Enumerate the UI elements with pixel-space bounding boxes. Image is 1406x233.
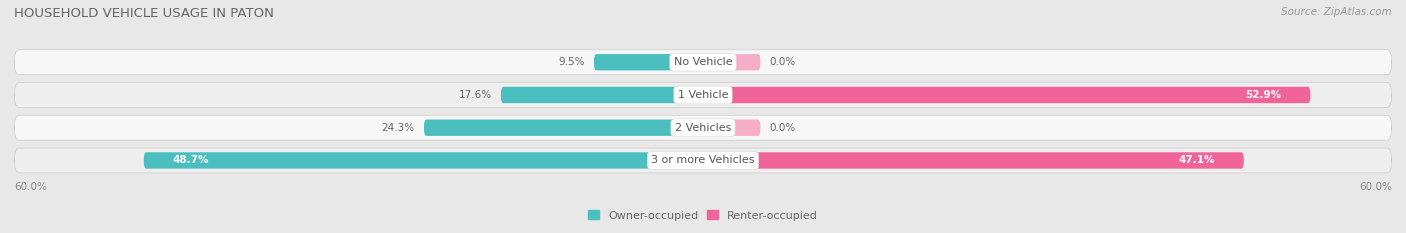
Text: 1 Vehicle: 1 Vehicle	[678, 90, 728, 100]
FancyBboxPatch shape	[14, 82, 1392, 107]
Text: 3 or more Vehicles: 3 or more Vehicles	[651, 155, 755, 165]
FancyBboxPatch shape	[14, 148, 1392, 173]
FancyBboxPatch shape	[14, 115, 1392, 140]
Legend: Owner-occupied, Renter-occupied: Owner-occupied, Renter-occupied	[583, 206, 823, 225]
FancyBboxPatch shape	[143, 152, 703, 169]
Text: No Vehicle: No Vehicle	[673, 57, 733, 67]
FancyBboxPatch shape	[14, 50, 1392, 75]
Text: 0.0%: 0.0%	[769, 57, 796, 67]
FancyBboxPatch shape	[703, 87, 1310, 103]
Text: 60.0%: 60.0%	[14, 182, 46, 192]
FancyBboxPatch shape	[703, 152, 1244, 169]
Text: HOUSEHOLD VEHICLE USAGE IN PATON: HOUSEHOLD VEHICLE USAGE IN PATON	[14, 7, 274, 20]
FancyBboxPatch shape	[501, 87, 703, 103]
Text: 47.1%: 47.1%	[1178, 155, 1215, 165]
Text: 0.0%: 0.0%	[769, 123, 796, 133]
Text: 2 Vehicles: 2 Vehicles	[675, 123, 731, 133]
Text: Source: ZipAtlas.com: Source: ZipAtlas.com	[1281, 7, 1392, 17]
Text: 60.0%: 60.0%	[1360, 182, 1392, 192]
Text: 52.9%: 52.9%	[1246, 90, 1282, 100]
Text: 48.7%: 48.7%	[173, 155, 209, 165]
FancyBboxPatch shape	[703, 120, 761, 136]
Text: 9.5%: 9.5%	[558, 57, 585, 67]
Text: 17.6%: 17.6%	[458, 90, 492, 100]
FancyBboxPatch shape	[703, 54, 761, 70]
Text: 24.3%: 24.3%	[381, 123, 415, 133]
FancyBboxPatch shape	[593, 54, 703, 70]
FancyBboxPatch shape	[425, 120, 703, 136]
